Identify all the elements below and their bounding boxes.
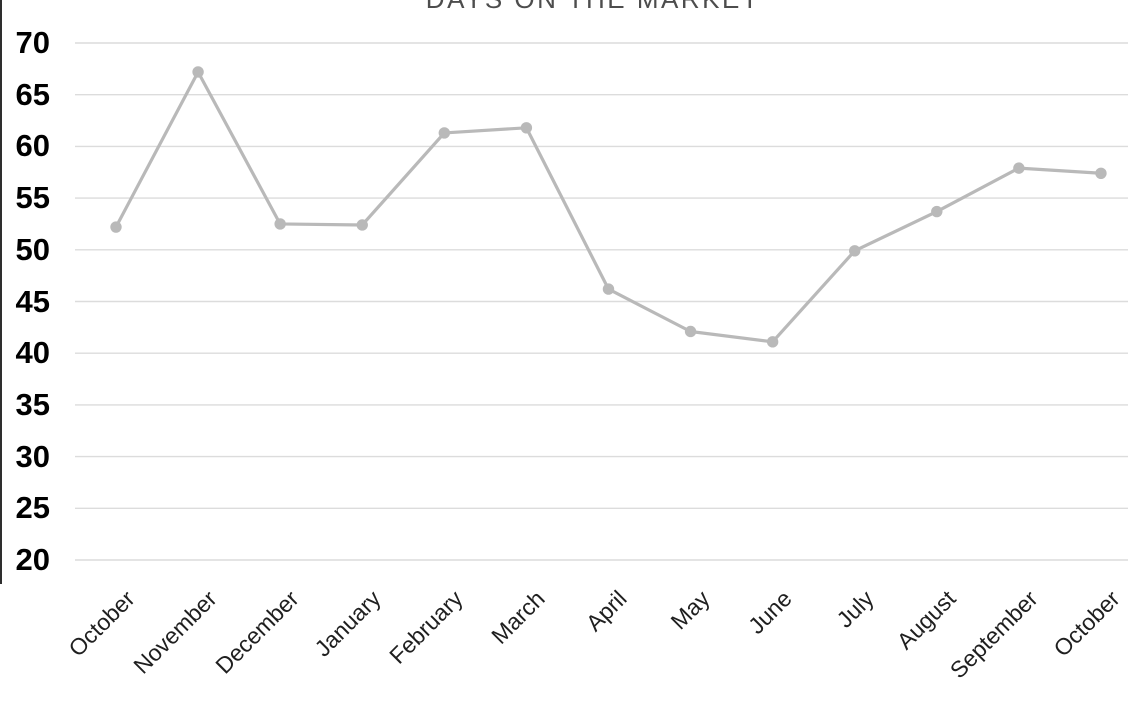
left-border-line bbox=[0, 0, 2, 584]
y-axis-tick-label: 45 bbox=[15, 283, 50, 319]
y-axis-tick-label: 20 bbox=[15, 542, 50, 577]
y-axis-tick-label: 65 bbox=[15, 76, 50, 112]
data-point bbox=[192, 66, 204, 78]
data-point bbox=[1095, 167, 1107, 179]
data-point bbox=[274, 218, 286, 230]
data-point bbox=[110, 221, 122, 233]
chart-title: DAYS ON THE MARKET bbox=[426, 0, 760, 14]
data-point bbox=[931, 205, 943, 218]
y-axis-tick-label: 50 bbox=[15, 231, 50, 267]
data-point bbox=[438, 127, 451, 139]
data-point bbox=[1013, 162, 1025, 174]
data-point bbox=[684, 325, 697, 338]
data-point bbox=[849, 245, 861, 257]
data-point bbox=[766, 336, 779, 348]
y-axis-tick-label: 35 bbox=[15, 386, 50, 422]
y-axis-tick-label: 70 bbox=[15, 25, 50, 60]
data-point bbox=[356, 219, 368, 231]
y-axis-tick-label: 60 bbox=[15, 128, 50, 164]
data-point bbox=[520, 122, 533, 134]
y-axis-tick-label: 25 bbox=[15, 490, 50, 526]
y-axis-tick-label: 30 bbox=[15, 438, 50, 474]
y-axis-tick-label: 55 bbox=[15, 180, 50, 216]
data-point bbox=[602, 283, 615, 295]
y-axis-tick-label: 40 bbox=[15, 335, 50, 371]
